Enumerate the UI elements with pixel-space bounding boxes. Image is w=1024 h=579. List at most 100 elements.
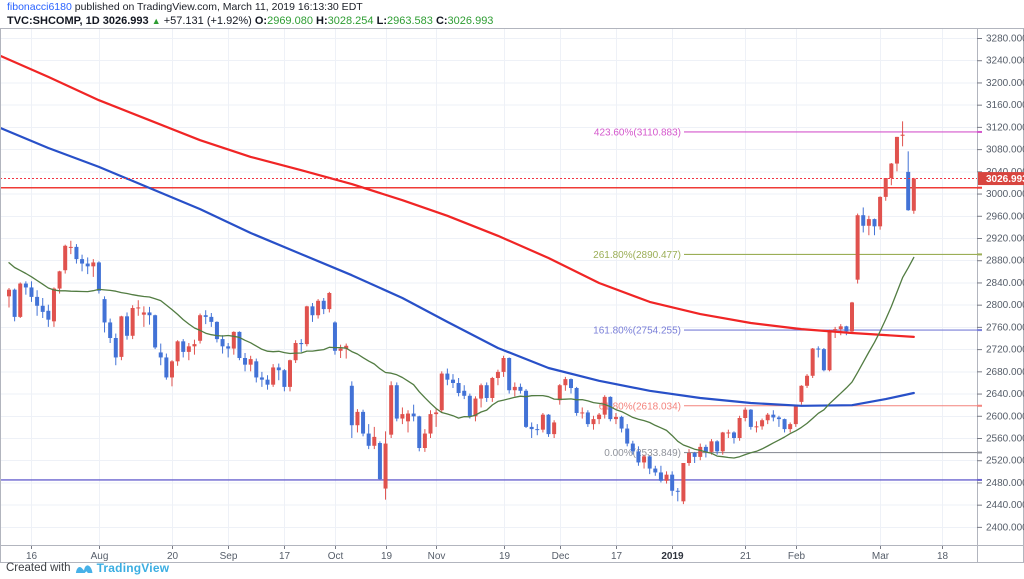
- candle-down: [844, 326, 849, 332]
- candle-up: [793, 405, 798, 425]
- candle-down: [450, 379, 455, 383]
- username-link[interactable]: fibonacci6180: [7, 1, 72, 13]
- candle-down: [321, 300, 326, 310]
- candle-down: [529, 426, 534, 430]
- symbol-line: TVC:SHCOMP, 1D 3026.993 ▲ +57.131 (+1.92…: [7, 15, 493, 27]
- candle-down: [608, 396, 613, 420]
- candle-down: [113, 338, 118, 358]
- candle-up: [400, 414, 405, 419]
- price-tick-label: 2840.000: [986, 278, 1024, 289]
- candle-up: [698, 446, 703, 457]
- candle-down: [411, 413, 416, 417]
- price-tick-label: 2920.000: [986, 234, 1024, 245]
- candle-down: [74, 246, 79, 260]
- candle-up: [63, 245, 68, 271]
- time-axis[interactable]: 16 Aug 20 Sep 17 Oct 19 Nov 19 Dec 17 2019 21 Feb Mar 1…: [26, 546, 949, 562]
- fib-level-label: 423.60%(3110.883): [594, 127, 681, 138]
- candle-up: [810, 348, 815, 376]
- candle-up: [248, 359, 253, 365]
- candle-up: [664, 474, 669, 481]
- price-tick-label: 2560.000: [986, 434, 1024, 445]
- published-text: published on TradingView.com, March 11, …: [71, 1, 363, 13]
- ma-mid-blue-line: [0, 126, 915, 407]
- candle-down: [518, 386, 523, 391]
- candle-down: [906, 171, 911, 211]
- open-label: O:: [254, 15, 268, 27]
- candle-up: [293, 343, 298, 361]
- candle-down: [85, 263, 90, 267]
- candle-up: [765, 414, 770, 421]
- fib-level-label: 161.80%(2754.255): [593, 326, 681, 337]
- candle-up: [866, 219, 871, 226]
- candle-down: [125, 316, 130, 336]
- candle-up: [57, 271, 62, 289]
- candle-down: [366, 433, 371, 446]
- candle-up: [327, 293, 332, 310]
- candle-up: [355, 411, 360, 426]
- candle-up: [186, 346, 191, 352]
- price-tick-label: 3000.000: [986, 189, 1024, 200]
- candle-down: [153, 315, 158, 348]
- time-tick-label: 20: [167, 551, 179, 562]
- candle-up: [169, 361, 174, 378]
- candle-up: [894, 136, 899, 164]
- candle-down: [102, 299, 107, 323]
- candle-down: [209, 316, 214, 322]
- candle-up: [737, 418, 742, 438]
- candle-down: [96, 262, 101, 291]
- created-with-text: Created with: [6, 562, 71, 574]
- open-value: 2969.080: [267, 15, 313, 27]
- candle-up: [7, 289, 11, 297]
- candle-down: [147, 312, 152, 316]
- candle-down: [226, 346, 231, 349]
- symbol-interval[interactable]: TVC:SHCOMP, 1D: [7, 15, 100, 27]
- price-tick-label: 2440.000: [986, 500, 1024, 511]
- candle-down: [462, 390, 467, 396]
- candle-down: [731, 432, 736, 438]
- candle-up: [344, 345, 349, 349]
- candle-down: [203, 315, 208, 317]
- time-tick-label: 18: [937, 551, 949, 562]
- candle-up: [175, 341, 180, 362]
- price-axis[interactable]: 2400.000 2440.000 2480.000 2520.000 2560.000…: [977, 34, 1024, 534]
- candle-up: [316, 300, 321, 316]
- time-tick-label: Feb: [788, 551, 806, 562]
- candle-down: [243, 358, 248, 365]
- fib-level-label: 0.00%(2533.849): [604, 448, 681, 459]
- candle-down: [585, 412, 590, 425]
- candle-up: [490, 378, 495, 398]
- candle-down: [108, 322, 113, 338]
- high-label: H:: [316, 15, 328, 27]
- time-tick-label: 21: [740, 551, 752, 562]
- candle-down: [417, 416, 422, 448]
- candle-down: [872, 219, 877, 227]
- candle-down: [310, 306, 315, 316]
- candle-down: [394, 385, 399, 419]
- candle-down: [658, 472, 663, 481]
- publish-line: fibonacci6180 published on TradingView.c…: [7, 1, 493, 13]
- candle-up: [473, 398, 478, 417]
- candle-up: [883, 178, 888, 197]
- candle-down: [546, 414, 551, 435]
- candle-up: [406, 413, 411, 422]
- candle-down: [821, 349, 826, 371]
- candle-up: [805, 375, 810, 386]
- candle-down: [782, 419, 787, 430]
- tradingview-brand-link[interactable]: TradingView: [96, 561, 170, 575]
- change-text: +57.131 (+1.92%): [163, 15, 252, 27]
- candle-down: [158, 352, 163, 358]
- candle-down: [771, 414, 776, 418]
- last-price-label-box: [978, 172, 1024, 186]
- candle-down: [349, 385, 354, 426]
- candlesticks: [7, 121, 916, 505]
- candle-up: [720, 432, 725, 452]
- candle-up: [743, 409, 748, 418]
- candle-down: [507, 358, 512, 391]
- candle-up: [563, 379, 568, 386]
- candle-up: [304, 306, 309, 345]
- candle-down: [748, 409, 753, 427]
- candle-up: [838, 326, 843, 330]
- candle-up: [613, 416, 618, 420]
- price-tick-label: 3280.000: [986, 34, 1024, 45]
